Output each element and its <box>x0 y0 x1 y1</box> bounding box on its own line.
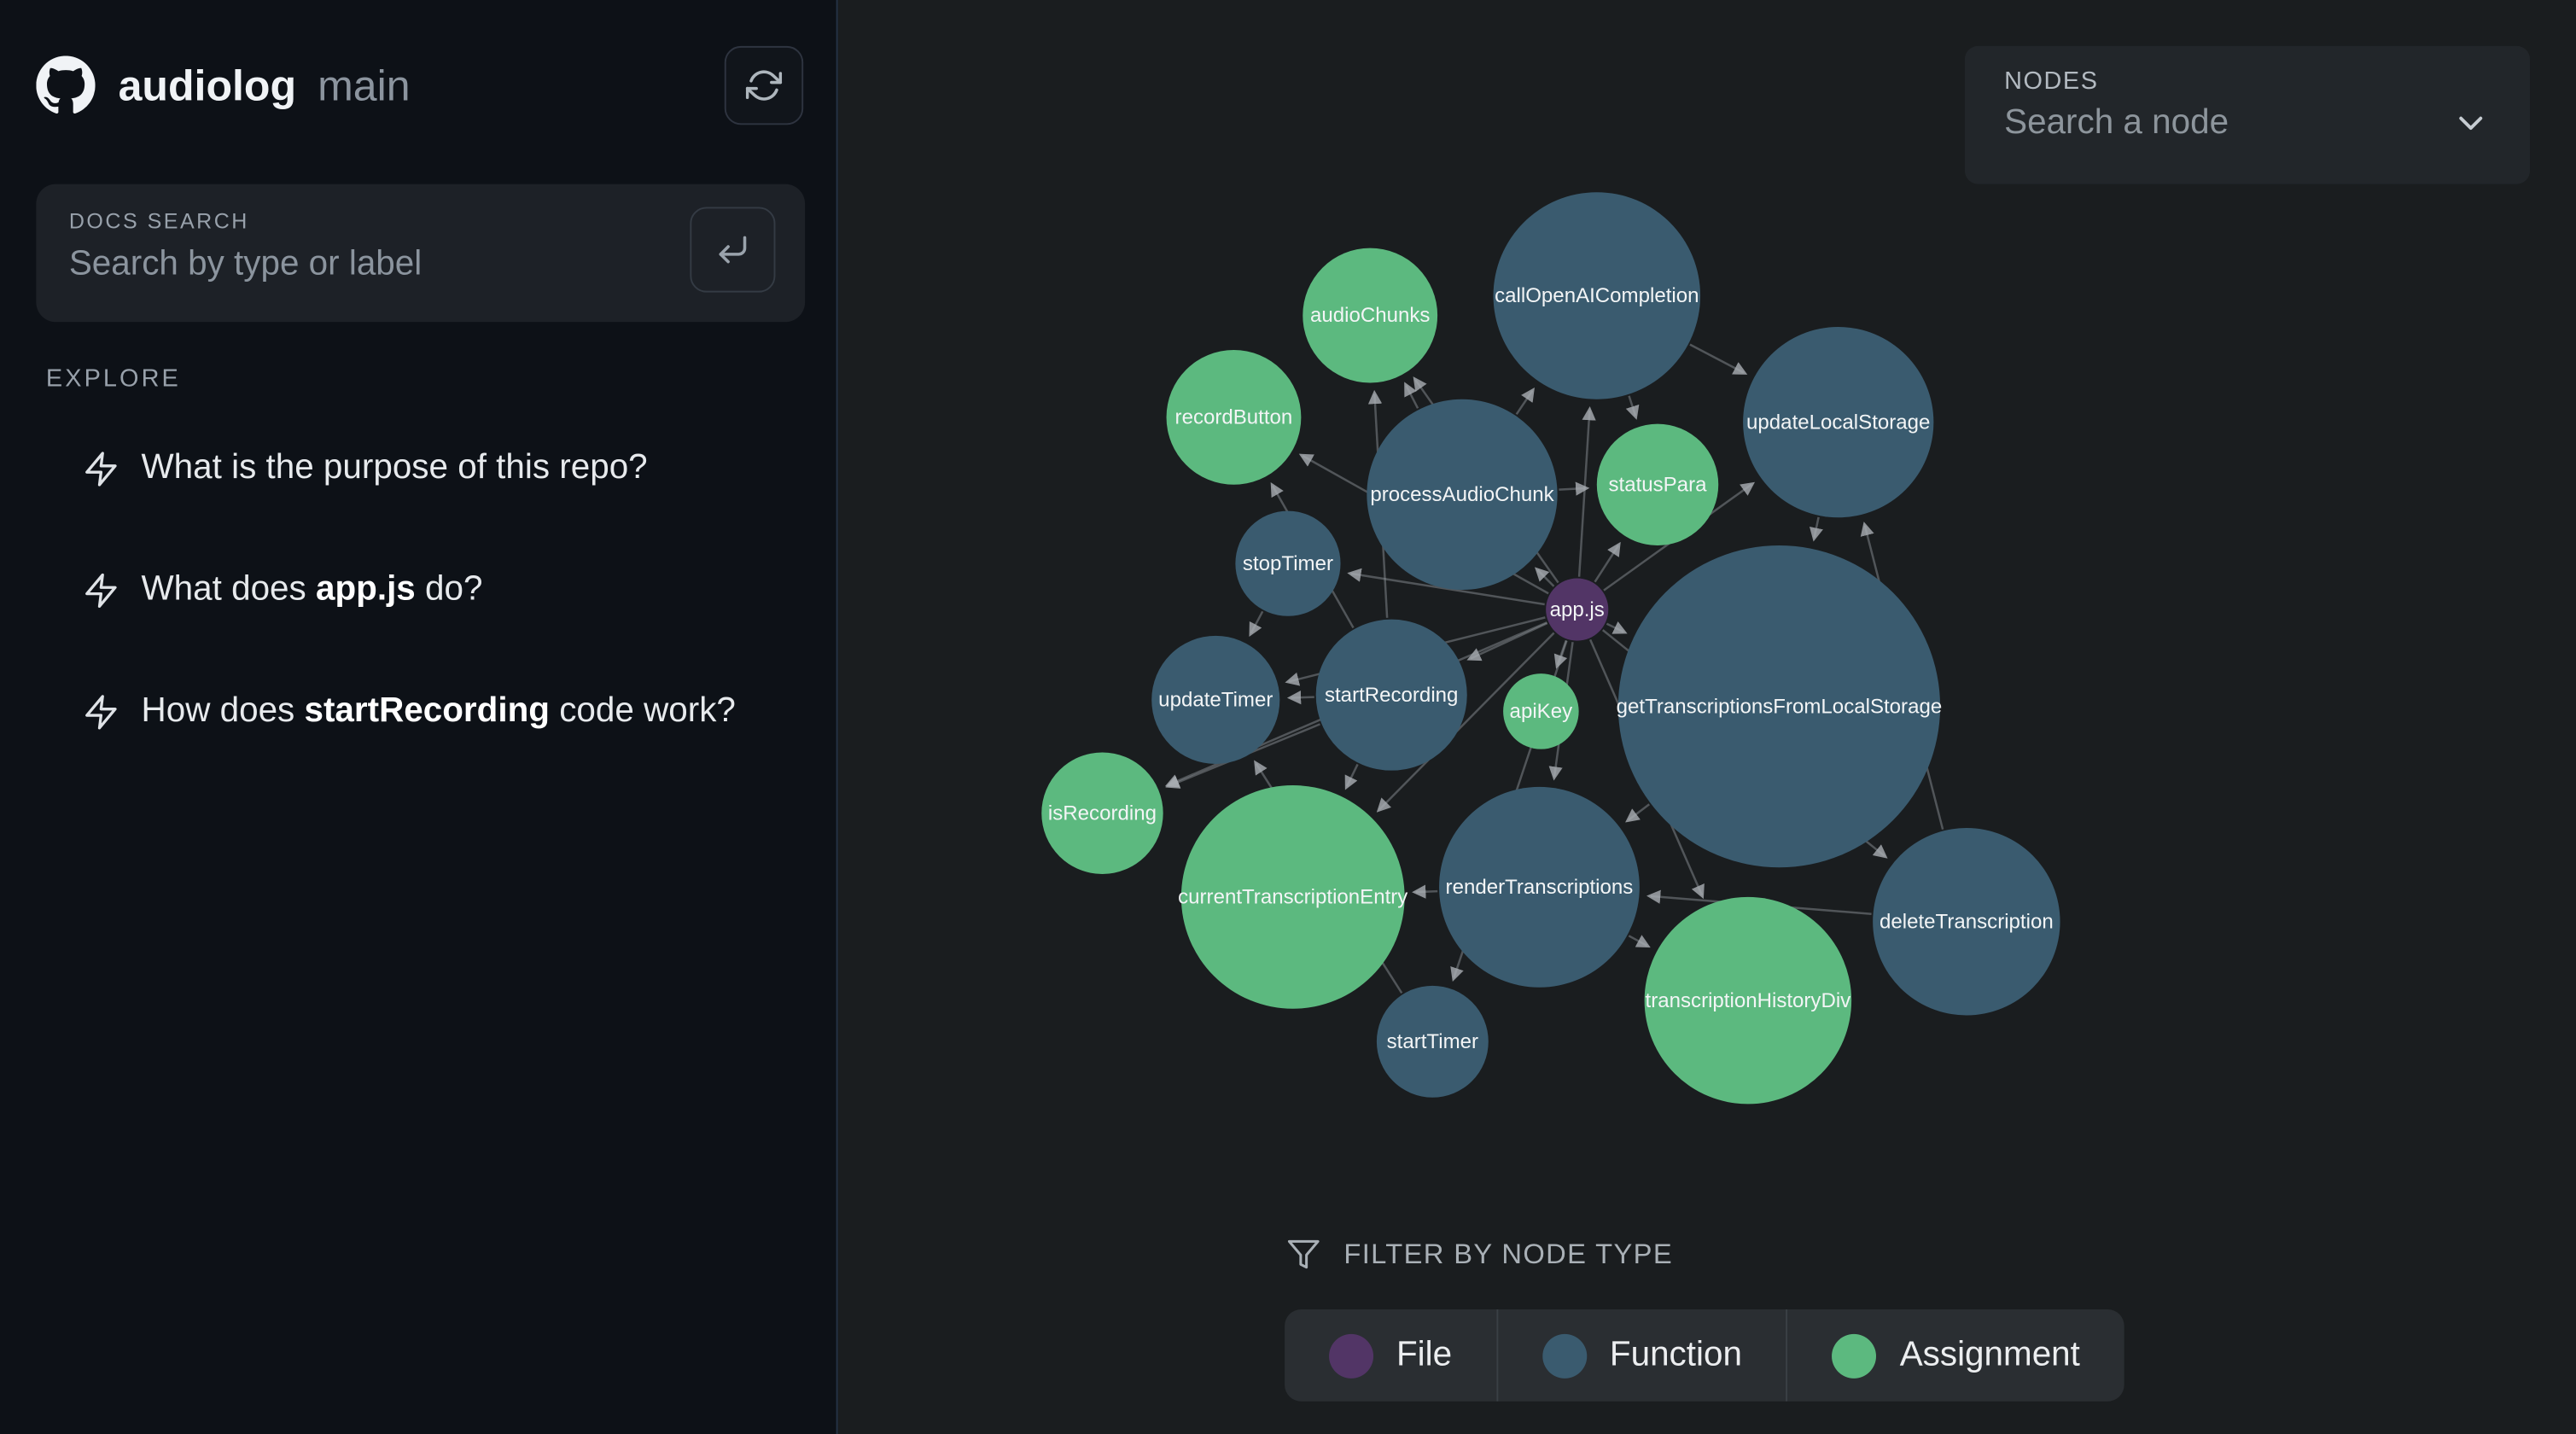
graph-node-label: getTranscriptionsFromLocalStorage <box>1616 695 1943 719</box>
graph-node-label: app.js <box>1549 598 1605 621</box>
explore-heading: EXPLORE <box>45 364 181 393</box>
zap-icon <box>85 694 117 729</box>
graph-node-getTranscriptionsFromLocalStorage[interactable]: getTranscriptionsFromLocalStorage <box>1616 545 1943 868</box>
graph-node-label: processAudioChunk <box>1370 482 1554 506</box>
refresh-button[interactable] <box>724 45 804 125</box>
legend: File Function Assignment <box>1285 1309 2124 1402</box>
explore-item[interactable]: What is the purpose of this repo? <box>46 430 803 506</box>
zap-icon <box>85 572 117 608</box>
graph-node-audioChunks[interactable]: audioChunks <box>1303 248 1438 383</box>
legend-dot <box>1542 1332 1587 1378</box>
filter-funnel-icon <box>1287 1239 1320 1269</box>
legend-dot <box>1832 1332 1877 1378</box>
legend-item-assignment[interactable]: Assignment <box>1786 1309 2124 1402</box>
legend-item-function[interactable]: Function <box>1496 1309 1786 1402</box>
graph-node-label: stopTimer <box>1242 551 1333 575</box>
graph-node-label: startTimer <box>1386 1029 1479 1053</box>
graph-node-isRecording[interactable]: isRecording <box>1041 752 1163 874</box>
explore-item-label: What is the purpose of this repo? <box>141 448 648 487</box>
graph-node-statusPara[interactable]: statusPara <box>1596 423 1719 546</box>
graph-node-label: callOpenAICompletion <box>1495 283 1699 307</box>
filter-label: FILTER BY NODE TYPE <box>1343 1238 1674 1269</box>
graph-node-label: deleteTranscription <box>1880 910 2054 934</box>
legend-label: File <box>1396 1335 1453 1374</box>
graph-node-label: currentTranscriptionEntry <box>1178 885 1408 909</box>
nodes-search-placeholder: Search a node <box>2004 103 2229 142</box>
explore-list: What is the purpose of this repo? What do… <box>46 430 803 795</box>
zap-icon <box>85 451 117 486</box>
legend-label: Function <box>1609 1335 1742 1374</box>
sidebar: audiolog main DOCS SEARCH EXPLORE Wha <box>0 0 838 1434</box>
nodes-search-dropdown[interactable]: NODES Search a node <box>1964 45 2531 184</box>
graph-node-label: audioChunks <box>1309 304 1431 328</box>
legend-label: Assignment <box>1899 1335 2080 1374</box>
graph-node-deleteTranscription[interactable]: deleteTranscription <box>1873 828 2060 1016</box>
graph-node-label: transcriptionHistoryDiv <box>1645 988 1851 1012</box>
graph-node-renderTranscriptions[interactable]: renderTranscriptions <box>1439 786 1640 988</box>
graph-node-startTimer[interactable]: startTimer <box>1376 985 1489 1098</box>
graph-node-callOpenAICompletion[interactable]: callOpenAICompletion <box>1493 192 1701 399</box>
graph-node-label: statusPara <box>1608 473 1707 497</box>
graph-node-updateLocalStorage[interactable]: updateLocalStorage <box>1743 327 1934 518</box>
refresh-icon <box>745 70 783 101</box>
repo-name[interactable]: audiolog <box>118 60 297 109</box>
docs-search-submit-button[interactable] <box>690 207 776 293</box>
graph-node-label: apiKey <box>1509 699 1573 723</box>
graph-node-app.js[interactable]: app.js <box>1546 578 1609 641</box>
github-logo-icon <box>36 55 96 114</box>
legend-dot <box>1329 1332 1374 1378</box>
graph-node-processAudioChunk[interactable]: processAudioChunk <box>1367 399 1558 590</box>
graph-node-currentTranscriptionEntry[interactable]: currentTranscriptionEntry <box>1178 785 1408 1009</box>
chevron-down-icon <box>2459 116 2483 131</box>
explore-item-label: What does app.js do? <box>141 569 483 609</box>
explore-item[interactable]: What does app.js do? <box>46 552 803 628</box>
explore-item[interactable]: How does startRecording code work? <box>46 673 803 749</box>
legend-item-file[interactable]: File <box>1285 1309 1496 1402</box>
graph-node-startRecording[interactable]: startRecording <box>1315 619 1467 771</box>
docs-search-heading: DOCS SEARCH <box>68 208 249 234</box>
graph-node-recordButton[interactable]: recordButton <box>1166 349 1302 485</box>
graph-node-label: renderTranscriptions <box>1445 875 1634 899</box>
return-arrow-icon <box>719 236 747 264</box>
graph-node-label: isRecording <box>1047 802 1157 825</box>
graph-node-label: updateLocalStorage <box>1746 411 1931 434</box>
sidebar-header: audiolog main <box>36 45 804 125</box>
graph-node-stopTimer[interactable]: stopTimer <box>1235 510 1341 616</box>
nodes-heading: NODES <box>2004 67 2099 96</box>
graph-node-transcriptionHistoryDiv[interactable]: transcriptionHistoryDiv <box>1644 896 1852 1105</box>
graph-panel: NODES Search a node FILTER BY NODE TYPE … <box>837 0 2576 1434</box>
graph-node-updateTimer[interactable]: updateTimer <box>1151 635 1280 764</box>
explore-item-label: How does startRecording code work? <box>141 691 736 730</box>
graph-node-label: startRecording <box>1324 683 1459 707</box>
graph-node-label: updateTimer <box>1158 688 1273 712</box>
docs-search-input[interactable] <box>68 244 661 284</box>
graph-node-label: recordButton <box>1174 405 1293 429</box>
graph-node-apiKey[interactable]: apiKey <box>1503 673 1579 749</box>
branch-name[interactable]: main <box>318 60 411 109</box>
filter-row: FILTER BY NODE TYPE <box>1286 1237 1673 1271</box>
docs-search-card: DOCS SEARCH <box>36 184 806 323</box>
